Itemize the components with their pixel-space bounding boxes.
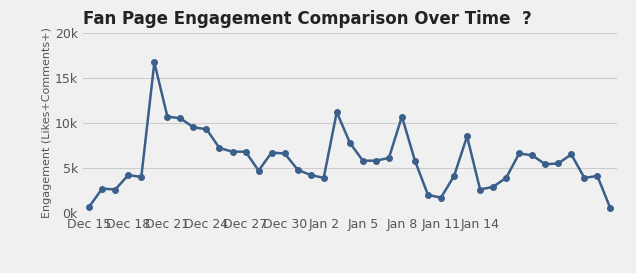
Y-axis label: Engagement (Likes+Comments+): Engagement (Likes+Comments+) (42, 27, 52, 218)
Text: Fan Page Engagement Comparison Over Time  ?: Fan Page Engagement Comparison Over Time… (83, 10, 532, 28)
